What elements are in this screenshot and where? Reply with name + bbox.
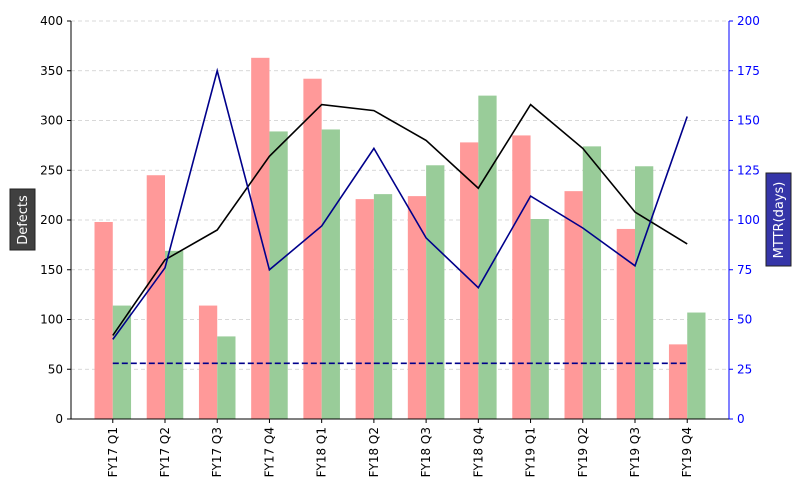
x-tick-label: FY19 Q4 bbox=[680, 427, 694, 477]
bar bbox=[373, 194, 393, 419]
x-tick-label: FY17 Q1 bbox=[106, 427, 120, 477]
series-line bbox=[112, 67, 688, 340]
x-tick-label: FY18 Q2 bbox=[367, 427, 381, 477]
bar bbox=[668, 344, 688, 419]
left-tick-label: 200 bbox=[40, 213, 63, 227]
right-tick-label: 75 bbox=[737, 263, 752, 277]
x-tick-label: FY18 Q4 bbox=[471, 427, 485, 477]
bar bbox=[635, 166, 654, 419]
bar bbox=[582, 146, 602, 419]
left-tick-label: 100 bbox=[40, 313, 63, 327]
bar bbox=[146, 175, 165, 419]
left-tick-label: 350 bbox=[40, 64, 63, 78]
bar bbox=[217, 336, 236, 419]
bar bbox=[478, 95, 497, 419]
bars bbox=[94, 57, 706, 420]
series-line bbox=[112, 103, 688, 336]
bar bbox=[269, 131, 288, 419]
bar bbox=[460, 142, 479, 419]
right-tick-label: 200 bbox=[737, 14, 760, 28]
x-tick-label: FY19 Q2 bbox=[576, 427, 590, 477]
left-tick-label: 300 bbox=[40, 114, 63, 128]
right-y-ticks: 0 25 50 75 100 125 150 175 200 bbox=[729, 14, 760, 426]
right-tick-label: 125 bbox=[737, 163, 760, 177]
left-tick-label: 250 bbox=[40, 163, 63, 177]
right-axis-label: MTTR(days) bbox=[765, 172, 792, 267]
right-tick-label: 25 bbox=[737, 362, 752, 376]
right-tick-label: 100 bbox=[737, 213, 760, 227]
right-tick-label: 150 bbox=[737, 114, 760, 128]
left-tick-label: 0 bbox=[55, 412, 63, 426]
bar bbox=[355, 199, 374, 419]
x-tick-label: FY17 Q2 bbox=[158, 427, 172, 477]
x-tick-label: FY18 Q3 bbox=[419, 427, 433, 477]
bar bbox=[303, 78, 322, 420]
left-axis-label: Defects bbox=[9, 188, 36, 251]
left-tick-label: 400 bbox=[40, 14, 63, 28]
x-tick-label: FY17 Q4 bbox=[262, 427, 276, 477]
bar bbox=[426, 165, 445, 419]
left-axis-label-text: Defects bbox=[16, 195, 31, 245]
right-tick-label: 0 bbox=[737, 412, 745, 426]
bar bbox=[165, 250, 184, 419]
left-tick-label: 50 bbox=[48, 362, 63, 376]
lines bbox=[112, 67, 688, 365]
right-tick-label: 50 bbox=[737, 313, 752, 327]
bar bbox=[407, 196, 427, 419]
left-y-ticks: 0 50 100 150 200 250 300 350 400 bbox=[40, 14, 71, 426]
x-ticks: FY17 Q1 FY17 Q2 FY17 Q3 FY17 Q4 FY18 Q1 FY18 … bbox=[106, 419, 694, 477]
bar bbox=[94, 221, 113, 419]
bar bbox=[616, 228, 635, 419]
x-tick-label: FY18 Q1 bbox=[315, 427, 329, 477]
x-tick-label: FY19 Q1 bbox=[524, 427, 538, 477]
bar bbox=[687, 312, 706, 419]
left-axis-label-box bbox=[9, 188, 36, 251]
bar bbox=[198, 305, 218, 419]
right-tick-label: 175 bbox=[737, 64, 760, 78]
x-tick-label: FY19 Q3 bbox=[628, 427, 642, 477]
x-tick-label: FY17 Q3 bbox=[210, 427, 224, 477]
right-axis-label-box bbox=[765, 172, 792, 267]
left-tick-label: 150 bbox=[40, 263, 63, 277]
right-axis-label-text: MTTR(days) bbox=[772, 182, 787, 259]
bar bbox=[530, 219, 549, 419]
bar bbox=[251, 57, 270, 419]
bar bbox=[512, 135, 531, 420]
bar bbox=[321, 129, 340, 419]
bar bbox=[564, 191, 583, 419]
